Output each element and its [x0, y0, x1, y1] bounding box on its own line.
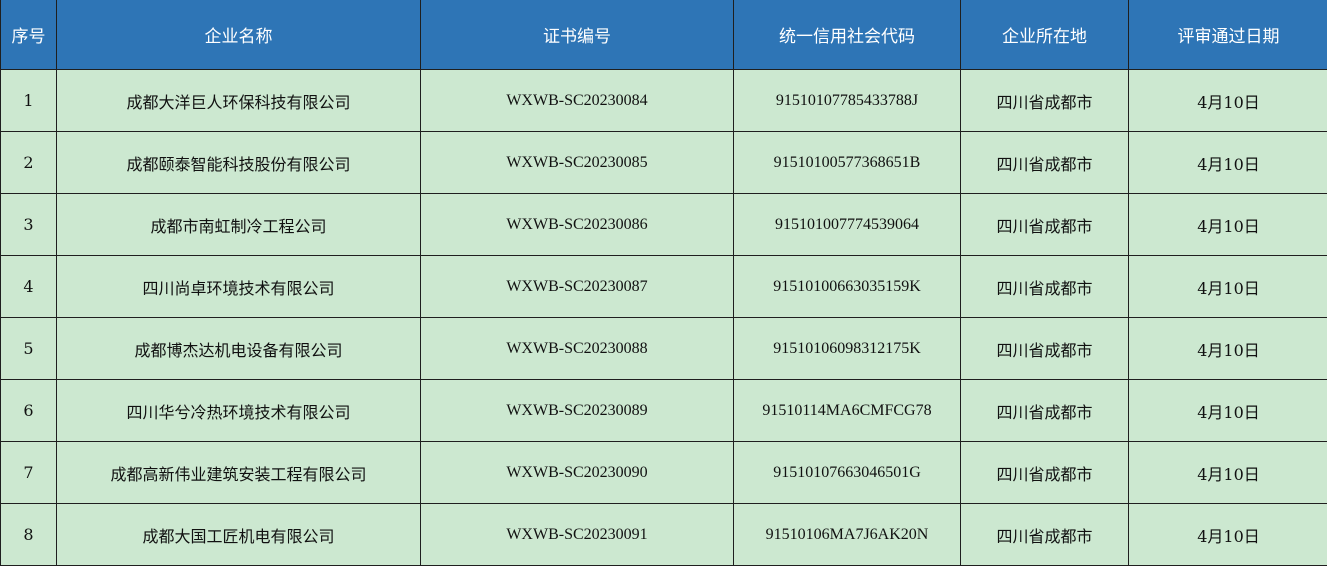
cell-index[interactable]: 2 [1, 132, 57, 194]
cell-index[interactable]: 1 [1, 70, 57, 132]
cell-company-name[interactable]: 成都颐泰智能科技股份有限公司 [57, 132, 421, 194]
cell-index[interactable]: 6 [1, 380, 57, 442]
cell-location[interactable]: 四川省成都市 [961, 194, 1129, 256]
cell-certificate-number[interactable]: WXWB-SC20230086 [421, 194, 734, 256]
cell-credit-code[interactable]: 91510100577368651B [734, 132, 961, 194]
cell-certificate-number[interactable]: WXWB-SC20230089 [421, 380, 734, 442]
cell-certificate-number[interactable]: WXWB-SC20230091 [421, 504, 734, 566]
cell-approval-date[interactable]: 4月10日 [1129, 132, 1327, 194]
cell-approval-date[interactable]: 4月10日 [1129, 70, 1327, 132]
header-company-name[interactable]: 企业名称 [57, 0, 421, 70]
cell-approval-date[interactable]: 4月10日 [1129, 380, 1327, 442]
cell-location[interactable]: 四川省成都市 [961, 504, 1129, 566]
header-index[interactable]: 序号 [1, 0, 57, 70]
cell-certificate-number[interactable]: WXWB-SC20230088 [421, 318, 734, 380]
cell-certificate-number[interactable]: WXWB-SC20230084 [421, 70, 734, 132]
header-certificate-number[interactable]: 证书编号 [421, 0, 734, 70]
cell-credit-code[interactable]: 91510107663046501G [734, 442, 961, 504]
header-credit-code[interactable]: 统一信用社会代码 [734, 0, 961, 70]
cell-certificate-number[interactable]: WXWB-SC20230087 [421, 256, 734, 318]
cell-credit-code[interactable]: 91510106MA7J6AK20N [734, 504, 961, 566]
cell-credit-code[interactable]: 91510107785433788J [734, 70, 961, 132]
cell-company-name[interactable]: 四川尚卓环境技术有限公司 [57, 256, 421, 318]
cell-approval-date[interactable]: 4月10日 [1129, 442, 1327, 504]
cell-location[interactable]: 四川省成都市 [961, 318, 1129, 380]
cell-index[interactable]: 7 [1, 442, 57, 504]
cell-certificate-number[interactable]: WXWB-SC20230090 [421, 442, 734, 504]
header-approval-date[interactable]: 评审通过日期 [1129, 0, 1327, 70]
cell-index[interactable]: 3 [1, 194, 57, 256]
cell-credit-code[interactable]: 915101007774539064 [734, 194, 961, 256]
cell-company-name[interactable]: 成都大洋巨人环保科技有限公司 [57, 70, 421, 132]
cell-credit-code[interactable]: 91510100663035159K [734, 256, 961, 318]
cell-certificate-number[interactable]: WXWB-SC20230085 [421, 132, 734, 194]
cell-location[interactable]: 四川省成都市 [961, 132, 1129, 194]
cell-company-name[interactable]: 成都大国工匠机电有限公司 [57, 504, 421, 566]
cell-company-name[interactable]: 成都博杰达机电设备有限公司 [57, 318, 421, 380]
cell-company-name[interactable]: 成都高新伟业建筑安装工程有限公司 [57, 442, 421, 504]
cell-location[interactable]: 四川省成都市 [961, 70, 1129, 132]
cell-company-name[interactable]: 四川华兮冷热环境技术有限公司 [57, 380, 421, 442]
cell-approval-date[interactable]: 4月10日 [1129, 504, 1327, 566]
header-row: 序号企业名称证书编号统一信用社会代码企业所在地评审通过日期 [1, 0, 1327, 70]
cell-location[interactable]: 四川省成都市 [961, 380, 1129, 442]
cell-approval-date[interactable]: 4月10日 [1129, 256, 1327, 318]
cell-location[interactable]: 四川省成都市 [961, 256, 1129, 318]
cell-index[interactable]: 5 [1, 318, 57, 380]
cell-approval-date[interactable]: 4月10日 [1129, 318, 1327, 380]
header-location[interactable]: 企业所在地 [961, 0, 1129, 70]
cell-index[interactable]: 8 [1, 504, 57, 566]
cell-credit-code[interactable]: 91510114MA6CMFCG78 [734, 380, 961, 442]
cell-credit-code[interactable]: 91510106098312175K [734, 318, 961, 380]
cell-company-name[interactable]: 成都市南虹制冷工程公司 [57, 194, 421, 256]
cell-approval-date[interactable]: 4月10日 [1129, 194, 1327, 256]
cell-location[interactable]: 四川省成都市 [961, 442, 1129, 504]
cell-index[interactable]: 4 [1, 256, 57, 318]
